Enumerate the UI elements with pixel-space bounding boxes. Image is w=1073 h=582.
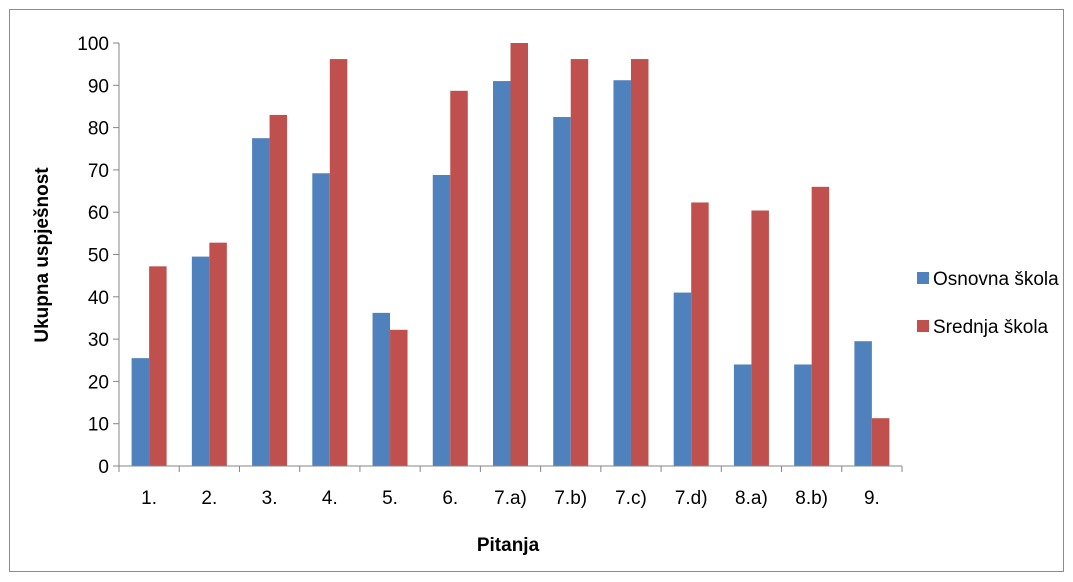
bar-srednja-13	[871, 418, 890, 466]
y-tick-label: 10	[88, 415, 109, 436]
bar-osnovna-5	[372, 312, 391, 466]
x-tick-label: 5.	[382, 488, 398, 509]
bar-osnovna-10	[673, 292, 692, 466]
x-tick-label: 2.	[201, 488, 217, 509]
x-tick-label: 7.c)	[615, 488, 647, 509]
y-tick-label: 70	[88, 161, 109, 182]
bar-srednja-8	[570, 59, 589, 466]
x-tick-label: 4.	[322, 488, 338, 509]
x-axis-title: Pitanja	[477, 535, 540, 556]
y-tick-label: 30	[88, 330, 109, 351]
axes	[118, 43, 902, 467]
x-tick-label: 3.	[262, 488, 278, 509]
y-tick-label: 20	[88, 372, 109, 393]
y-tick-label: 60	[88, 203, 109, 224]
bar-srednja-12	[811, 186, 830, 466]
x-tick-label: 1.	[141, 488, 157, 509]
bar-srednja-9	[630, 59, 649, 466]
bar-osnovna-8	[553, 117, 571, 467]
bar-osnovna-3	[252, 138, 270, 467]
bar-osnovna-6	[432, 174, 451, 466]
x-tick-label: 9.	[864, 488, 880, 509]
bar-osnovna-1	[131, 358, 150, 466]
legend-swatch	[917, 272, 929, 284]
x-tick-label: 7.b)	[554, 488, 587, 509]
y-tick-label: 0	[98, 457, 109, 478]
bar-osnovna-11	[733, 364, 752, 466]
legend: Osnovna škola Srednja škola	[917, 269, 1059, 338]
legend-label: Srednja škola	[933, 317, 1049, 338]
y-tick-label: 80	[88, 119, 109, 140]
bar-osnovna-13	[854, 341, 872, 466]
bar-osnovna-4	[312, 173, 330, 466]
bar-osnovna-7	[493, 81, 511, 466]
legend-swatch	[917, 320, 929, 332]
bars	[131, 43, 890, 467]
bar-srednja-1	[149, 266, 167, 466]
x-tick-label: 7.a)	[494, 488, 527, 509]
bar-osnovna-12	[794, 364, 812, 466]
bar-srednja-11	[751, 210, 769, 466]
bar-osnovna-9	[613, 80, 631, 466]
bar-srednja-5	[390, 329, 408, 466]
y-axis-title: Ukupna uspješnost	[32, 167, 53, 343]
y-axis-ticks: 0 10 20 30 40 50 60 70 80 90 100	[77, 34, 119, 478]
x-tick-label: 7.d)	[675, 488, 708, 509]
y-tick-label: 100	[77, 34, 109, 55]
bar-srednja-6	[450, 90, 468, 466]
bar-srednja-7	[510, 43, 528, 466]
bar-srednja-3	[269, 114, 288, 466]
chart-frame	[9, 9, 1064, 572]
x-tick-label: 8.b)	[795, 488, 828, 509]
y-tick-label: 90	[88, 76, 109, 97]
bar-srednja-4	[329, 59, 348, 466]
x-axis-ticks: 1. 2. 3. 4. 5. 6. 7.a) 7.b) 7.c) 7.d) 8.a) 8.b) 9.	[118, 466, 903, 509]
bar-osnovna-2	[191, 256, 210, 466]
bar-srednja-2	[209, 242, 227, 466]
x-tick-label: 8.a)	[735, 488, 768, 509]
y-tick-label: 50	[88, 246, 109, 267]
legend-label: Osnovna škola	[933, 269, 1059, 290]
x-tick-label: 6.	[442, 488, 458, 509]
bar-srednja-10	[691, 202, 709, 466]
y-tick-label: 40	[88, 288, 109, 309]
